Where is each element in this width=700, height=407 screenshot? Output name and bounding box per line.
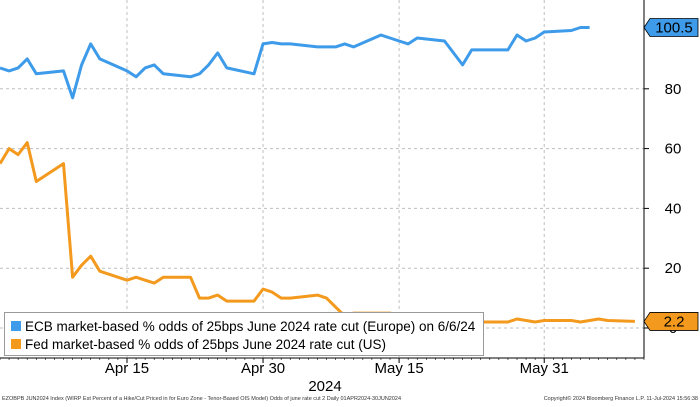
- legend-label-fed: Fed market-based % odds of 25bps June 20…: [25, 336, 386, 352]
- last-value-labels: 100.5 2.2: [643, 18, 699, 331]
- x-tick-label-0: Apr 15: [105, 360, 149, 377]
- y-tick-label-80: 80: [665, 81, 682, 98]
- footer-source: EZOBPB JUN2024 Index (WIRP Est Percent o…: [2, 396, 402, 402]
- x-tick-label-1: Apr 30: [241, 360, 285, 377]
- legend-entry-fed: Fed market-based % odds of 25bps June 20…: [11, 335, 477, 353]
- chart-legend: ECB market-based % odds of 25bps June 20…: [4, 312, 484, 356]
- x-tick-label-2: May 15: [374, 360, 423, 377]
- legend-label-ecb: ECB market-based % odds of 25bps June 20…: [25, 318, 476, 334]
- last-value-text: 2.2: [664, 313, 685, 330]
- last-value-label-ecb: 100.5: [643, 18, 699, 37]
- legend-swatch-ecb: [11, 321, 21, 331]
- last-value-label-fed: 2.2: [643, 312, 699, 331]
- last-value-box: [643, 312, 699, 331]
- series-lines: [0, 26, 635, 324]
- grid-lines: [0, 0, 644, 358]
- y-tick-label-60: 60: [665, 141, 682, 158]
- last-value-box: [643, 18, 699, 37]
- footer-copyright: Copyright© 2024 Bloomberg Finance L.P. 1…: [543, 396, 698, 402]
- x-axis-ticks: Apr 15 Apr 30 May 15 May 31: [0, 358, 645, 377]
- x-tick-label-3: May 31: [520, 360, 569, 377]
- series-line-ecb: [0, 26, 590, 100]
- legend-swatch-fed: [11, 339, 21, 349]
- series-line-fed: [0, 141, 635, 324]
- chart-footer: EZOBPB JUN2024 Index (WIRP Est Percent o…: [2, 396, 698, 402]
- y-tick-label-40: 40: [665, 200, 682, 217]
- y-tick-label-20: 20: [665, 260, 682, 277]
- legend-entry-ecb: ECB market-based % odds of 25bps June 20…: [11, 317, 477, 335]
- last-value-text: 100.5: [655, 20, 693, 37]
- x-axis-year-label: 2024: [308, 378, 341, 395]
- y-axis-ticks: 020406080: [644, 81, 681, 337]
